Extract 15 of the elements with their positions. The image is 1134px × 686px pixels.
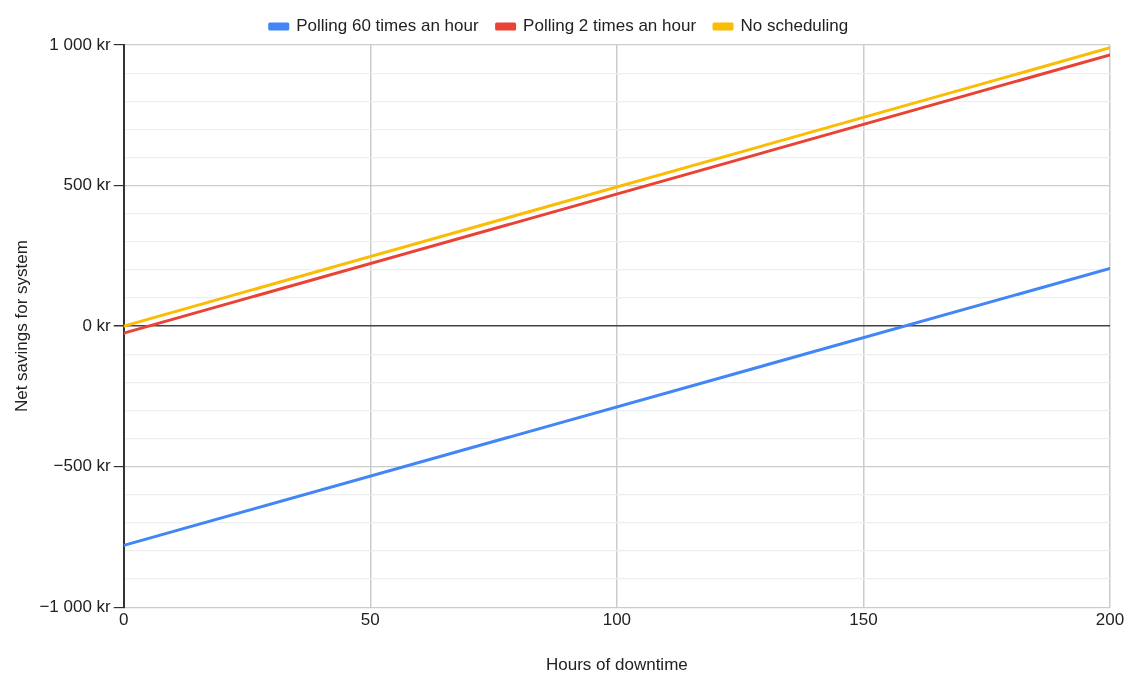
x-tick-label: 100 (602, 610, 632, 630)
x-tick-label: 50 (360, 610, 380, 630)
y-tick-label: −500 kr (53, 456, 112, 476)
y-axis-title: Net savings for system (11, 240, 31, 413)
y-tick-label: 0 kr (82, 315, 112, 335)
legend-label: No scheduling (740, 16, 849, 36)
x-tick-label: 200 (1095, 610, 1125, 630)
legend-label: Polling 2 times an hour (523, 16, 697, 36)
x-tick-label: 150 (849, 610, 878, 630)
y-tick-label: 1 000 kr (49, 34, 112, 54)
x-tick-label: 0 (119, 610, 129, 630)
y-tick-label: 500 kr (63, 175, 112, 195)
legend-label: Polling 60 times an hour (296, 16, 479, 36)
y-tick-label: −1 000 kr (39, 596, 112, 616)
x-axis-title: Hours of downtime (546, 655, 688, 675)
